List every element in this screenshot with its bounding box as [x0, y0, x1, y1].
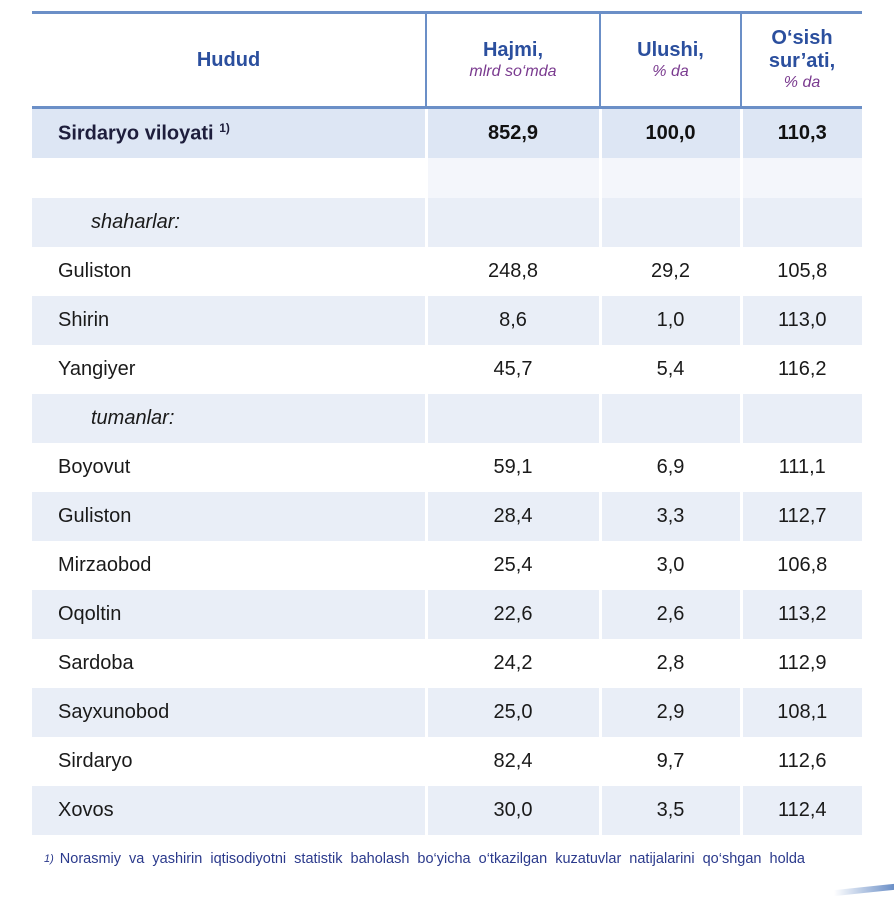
row-ulushi: 2,6 [598, 590, 741, 639]
row-hajmi: 8,6 [424, 296, 600, 345]
empty-cell [739, 394, 862, 443]
regional-statistics-table: Hudud Hajmi, mlrd so‘mda Ulushi, % da O‘… [32, 11, 862, 835]
spacer-cell [739, 158, 862, 198]
header-ulushi-unit: % da [652, 62, 689, 80]
row-osish: 112,9 [739, 639, 862, 688]
row-name: Yangiyer [32, 345, 426, 394]
table-row: Sirdaryo 82,4 9,7 112,6 [32, 737, 862, 786]
header-hajmi-unit: mlrd so‘mda [469, 62, 557, 80]
spacer-row [32, 158, 862, 198]
row-hajmi: 30,0 [424, 786, 600, 835]
section-row-cities: shaharlar: [32, 198, 862, 247]
row-ulushi: 3,0 [598, 541, 741, 590]
header-ulushi-title: Ulushi, [637, 38, 704, 61]
row-ulushi: 1,0 [598, 296, 741, 345]
row-osish: 116,2 [739, 345, 862, 394]
row-osish: 108,1 [739, 688, 862, 737]
header-hajmi-title: Hajmi, [482, 38, 544, 61]
table-row: Boyovut 59,1 6,9 111,1 [32, 443, 862, 492]
table-row: Oqoltin 22,6 2,6 113,2 [32, 590, 862, 639]
table-row: Mirzaobod 25,4 3,0 106,8 [32, 541, 862, 590]
row-osish: 106,8 [739, 541, 862, 590]
header-hajmi: Hajmi, mlrd so‘mda [425, 11, 600, 109]
row-ulushi: 9,7 [598, 737, 741, 786]
row-osish: 105,8 [739, 247, 862, 296]
row-hajmi: 22,6 [424, 590, 600, 639]
row-ulushi: 5,4 [598, 345, 741, 394]
row-osish: 113,2 [739, 590, 862, 639]
empty-cell [424, 198, 600, 247]
row-hajmi: 25,0 [424, 688, 600, 737]
empty-cell [739, 198, 862, 247]
section-label-cities: shaharlar: [32, 198, 426, 247]
table-row: Sayxunobod 25,0 2,9 108,1 [32, 688, 862, 737]
row-hajmi: 82,4 [424, 737, 600, 786]
table-header: Hudud Hajmi, mlrd so‘mda Ulushi, % da O‘… [32, 11, 862, 109]
table-body: Sirdaryo viloyati 1) 852,9 100,0 110,3 s… [32, 107, 862, 835]
row-hajmi: 25,4 [424, 541, 600, 590]
total-ulushi: 100,0 [598, 107, 741, 158]
row-name: Xovos [32, 786, 426, 835]
empty-cell [598, 198, 741, 247]
row-ulushi: 3,3 [598, 492, 741, 541]
table-row: Sardoba 24,2 2,8 112,9 [32, 639, 862, 688]
row-name: Boyovut [32, 443, 426, 492]
row-hajmi: 28,4 [424, 492, 600, 541]
header-osish: O‘sish sur’ati, % da [740, 11, 862, 109]
footnote-text: Norasmiy va yashirin iqtisodiyotni stati… [59, 851, 805, 867]
row-osish: 112,4 [739, 786, 862, 835]
row-name: Sardoba [32, 639, 426, 688]
row-osish: 112,7 [739, 492, 862, 541]
data-table: Hudud Hajmi, mlrd so‘mda Ulushi, % da O‘… [32, 11, 862, 835]
row-name: Sayxunobod [32, 688, 426, 737]
row-name: Sirdaryo [32, 737, 426, 786]
header-osish-unit: % da [783, 74, 821, 91]
row-hajmi: 248,8 [424, 247, 600, 296]
row-name: Guliston [32, 492, 426, 541]
table-row: Guliston 28,4 3,3 112,7 [32, 492, 862, 541]
row-ulushi: 3,5 [598, 786, 741, 835]
empty-cell [598, 394, 741, 443]
row-osish: 112,6 [739, 737, 862, 786]
section-label-districts: tumanlar: [32, 394, 426, 443]
row-hajmi: 24,2 [424, 639, 600, 688]
total-name-cell: Sirdaryo viloyati 1) [32, 107, 426, 158]
row-name: Shirin [32, 296, 426, 345]
spacer-cell [424, 158, 600, 198]
decorative-corner-line [834, 883, 894, 897]
row-osish: 111,1 [739, 443, 862, 492]
row-name: Oqoltin [32, 590, 426, 639]
spacer-cell [32, 158, 426, 198]
empty-cell [424, 394, 600, 443]
total-osish: 110,3 [739, 107, 862, 158]
row-ulushi: 2,8 [598, 639, 741, 688]
table-row: Yangiyer 45,7 5,4 116,2 [32, 345, 862, 394]
header-osish-title-2: sur’ati, [768, 50, 836, 72]
row-name: Guliston [32, 247, 426, 296]
spacer-cell [598, 158, 741, 198]
row-ulushi: 6,9 [598, 443, 741, 492]
section-row-districts: tumanlar: [32, 394, 862, 443]
row-name: Mirzaobod [32, 541, 426, 590]
header-hudud: Hudud [32, 11, 426, 109]
total-hajmi: 852,9 [424, 107, 600, 158]
table-row: Xovos 30,0 3,5 112,4 [32, 786, 862, 835]
row-osish: 113,0 [739, 296, 862, 345]
footnote: 1) Norasmiy va yashirin iqtisodiyotni sta… [44, 850, 866, 869]
header-ulushi: Ulushi, % da [599, 11, 741, 109]
table-row: Guliston 248,8 29,2 105,8 [32, 247, 862, 296]
header-osish-title-1: O‘sish [771, 27, 833, 49]
header-hudud-label: Hudud [196, 48, 261, 71]
total-note-mark: 1) [219, 121, 230, 136]
total-row: Sirdaryo viloyati 1) 852,9 100,0 110,3 [32, 107, 862, 158]
row-ulushi: 2,9 [598, 688, 741, 737]
total-name: Sirdaryo viloyati [58, 122, 214, 145]
footnote-mark: 1) [44, 853, 54, 865]
row-hajmi: 45,7 [424, 345, 600, 394]
row-ulushi: 29,2 [598, 247, 741, 296]
table-row: Shirin 8,6 1,0 113,0 [32, 296, 862, 345]
row-hajmi: 59,1 [424, 443, 600, 492]
